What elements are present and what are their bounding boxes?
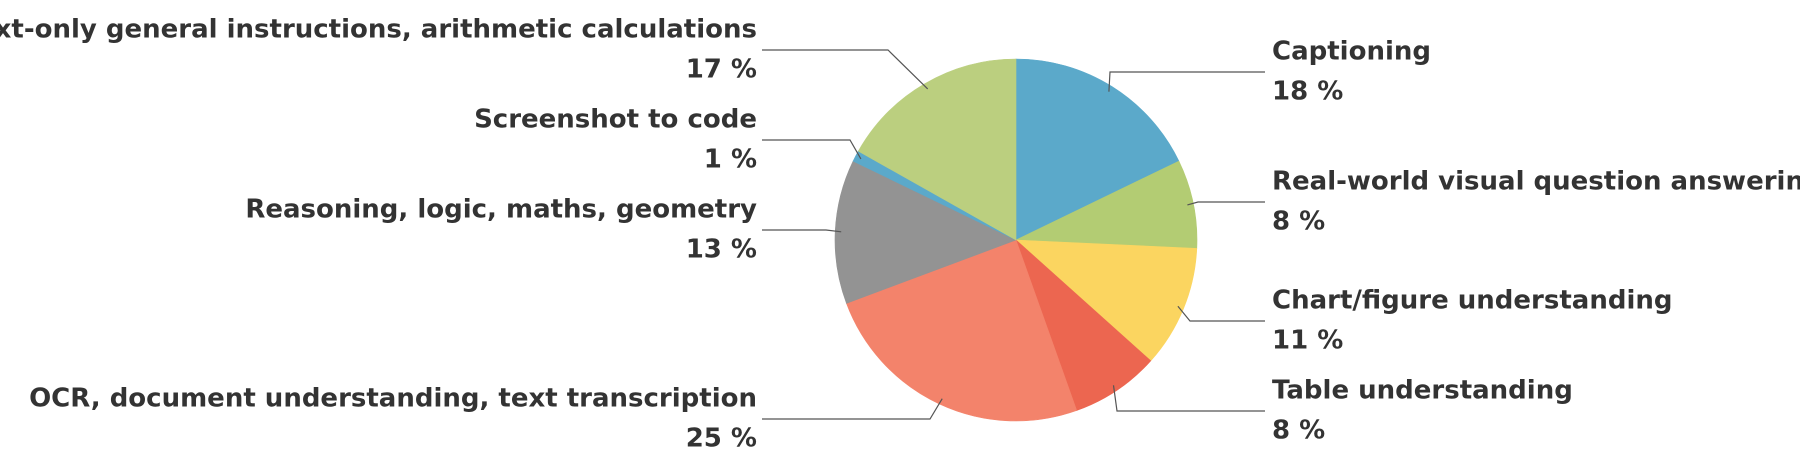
slice-value-label-8: 17 % <box>686 55 757 85</box>
slice-label-3: Chart/figure understanding <box>1272 286 1672 316</box>
slice-label-1: Captioning <box>1272 37 1431 67</box>
leader-line-2 <box>1187 201 1265 206</box>
slice-value-label-7: 1 % <box>704 145 757 175</box>
slice-label-5: OCR, document understanding, text transc… <box>29 384 757 414</box>
pie-slice-3 <box>1015 239 1198 362</box>
slice-value-label-4: 8 % <box>1272 416 1325 446</box>
slice-value-label-6: 13 % <box>686 235 757 265</box>
leader-line-4 <box>1112 385 1265 412</box>
slice-label-7: Screenshot to code <box>474 105 757 135</box>
leader-line-3 <box>1177 305 1265 322</box>
leader-line-5 <box>762 398 943 420</box>
slice-label-8: Text-only general instructions, arithmet… <box>0 15 757 45</box>
pie-slice-8 <box>857 58 1017 241</box>
slice-value-label-2: 8 % <box>1272 207 1325 237</box>
pie-slice-4 <box>1015 239 1152 411</box>
slice-labels: Captioning 18 % Real-world visual question… <box>0 15 1800 454</box>
leader-line-8 <box>762 49 929 90</box>
leader-line-7 <box>762 139 862 160</box>
slice-label-2: Real-world visual question answering <box>1272 167 1800 197</box>
leader-line-6 <box>762 229 842 233</box>
slice-label-4: Table understanding <box>1272 376 1573 406</box>
leader-line-1 <box>1108 71 1265 92</box>
pie-slices <box>834 58 1198 422</box>
slice-label-6: Reasoning, logic, maths, geometry <box>245 195 757 225</box>
slice-value-label-1: 18 % <box>1272 77 1343 107</box>
pie-slice-1 <box>1015 58 1180 241</box>
slice-value-label-5: 25 % <box>686 424 757 454</box>
leader-lines <box>762 49 1265 420</box>
slice-value-label-3: 11 % <box>1272 326 1343 356</box>
